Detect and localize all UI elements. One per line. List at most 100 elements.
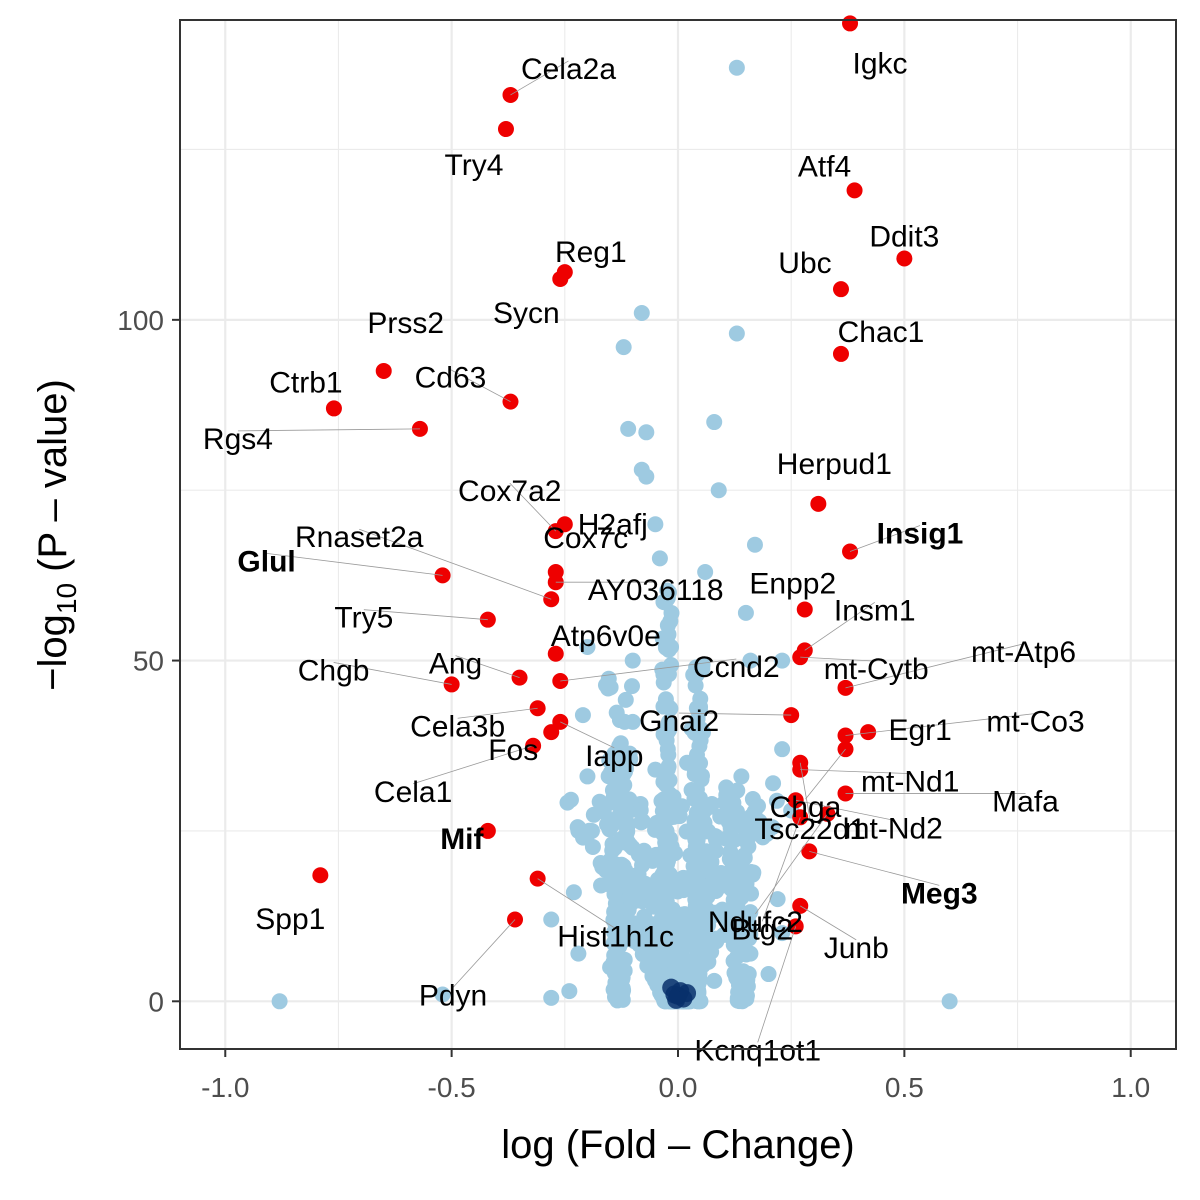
leader-line: [452, 919, 516, 988]
data-point: [768, 792, 785, 809]
data-point: [561, 983, 578, 1000]
data-point: [654, 803, 671, 820]
grid-lines: [180, 20, 1176, 1049]
gene-label: Rnaset2a: [295, 521, 424, 554]
gene-label: Cela1: [374, 776, 452, 809]
data-point: [764, 819, 781, 836]
data-point: [667, 845, 684, 862]
data-point: [737, 604, 754, 621]
data-point: [694, 956, 711, 973]
data-point: [660, 713, 677, 730]
data-point: [659, 617, 676, 634]
leader-line: [457, 707, 538, 719]
leader-line: [804, 602, 875, 651]
significant-point: [860, 724, 877, 741]
leader-line: [805, 748, 846, 800]
data-point: [645, 898, 662, 915]
gene-label: Ddit3: [869, 221, 939, 254]
data-point: [712, 808, 729, 825]
data-point: [570, 945, 587, 962]
gene-label: Try5: [334, 602, 393, 635]
data-point: [606, 886, 623, 903]
data-point: [632, 802, 649, 819]
data-point: [597, 860, 614, 877]
data-point: [751, 822, 768, 839]
data-point: [682, 847, 699, 864]
data-point: [609, 930, 626, 947]
gene-label: Tsc22d1: [754, 813, 866, 846]
gene-label: mt-Nd2: [845, 812, 943, 845]
leader-line: [800, 656, 877, 662]
data-point: [593, 796, 610, 813]
x-tick-label: 0.5: [885, 1072, 924, 1103]
data-point: [774, 652, 791, 669]
data-point: [600, 768, 617, 785]
gene-label: Hist1h1c: [557, 921, 674, 954]
significant-point: [547, 645, 564, 662]
y-tick-label: 100: [117, 305, 164, 336]
data-point: [691, 702, 708, 719]
data-point: [633, 930, 650, 947]
x-tick-label: -0.5: [428, 1072, 476, 1103]
data-point: [774, 925, 791, 942]
data-point: [543, 911, 560, 928]
data-point: [658, 732, 675, 749]
leader-line: [510, 60, 569, 96]
y-tick-label: 0: [148, 986, 164, 1017]
dense-core-point: [667, 990, 686, 1009]
gene-label: Cox7c: [543, 522, 628, 555]
significant-point: [375, 362, 392, 379]
data-point: [683, 782, 700, 799]
gene-label: Herpud1: [777, 448, 892, 481]
y-axis-title-main: −log: [31, 614, 75, 691]
data-point: [678, 823, 695, 840]
data-point: [584, 838, 601, 855]
data-point: [616, 777, 633, 794]
data-point: [739, 830, 756, 847]
data-point: [649, 976, 666, 993]
data-point: [647, 516, 664, 533]
gene-labels: Igkc Cela2a Try4 Atf4 Ddit3 Reg1 Sycn Ubc Chac1 P…: [203, 47, 1085, 1067]
leader-line: [363, 609, 488, 621]
gene-label: Ccnd2: [693, 651, 780, 684]
leader-line: [359, 528, 552, 600]
data-point: [617, 862, 634, 879]
gene-label: Cox7a2: [458, 475, 561, 508]
data-point: [693, 771, 710, 788]
gene-label: Prss2: [367, 307, 444, 340]
gene-label: AY036118: [588, 574, 724, 607]
leader-line: [809, 850, 940, 886]
gene-label: Fos: [488, 734, 538, 767]
gene-label: Ang: [429, 648, 482, 681]
gene-label: Meg3: [901, 877, 978, 910]
data-point: [765, 775, 782, 792]
significant-point: [312, 867, 329, 884]
data-point: [736, 879, 753, 896]
data-point: [599, 816, 616, 833]
data-point: [570, 822, 587, 839]
gene-label: Glul: [237, 545, 295, 578]
data-point: [660, 666, 677, 683]
leader-line: [450, 369, 511, 402]
data-point: [604, 842, 621, 859]
y-axis-title: −log10 (P – value): [31, 379, 82, 691]
leader-line: [509, 482, 557, 532]
data-point: [698, 843, 715, 860]
data-point: [647, 761, 664, 778]
data-point: [749, 797, 766, 814]
data-point: [434, 986, 451, 1003]
gene-label: Cela3b: [410, 710, 505, 743]
data-point: [715, 877, 732, 894]
gene-label: Ctrb1: [269, 366, 342, 399]
data-point: [633, 814, 650, 831]
data-point: [593, 877, 610, 894]
leader-line: [800, 905, 857, 941]
data-point: [706, 414, 723, 431]
leader-line: [795, 799, 894, 821]
leader-line: [800, 769, 911, 775]
gene-label: Cd63: [415, 362, 487, 395]
data-point: [721, 914, 738, 931]
gene-label: Mif: [440, 823, 484, 856]
significant-point: [556, 516, 573, 533]
